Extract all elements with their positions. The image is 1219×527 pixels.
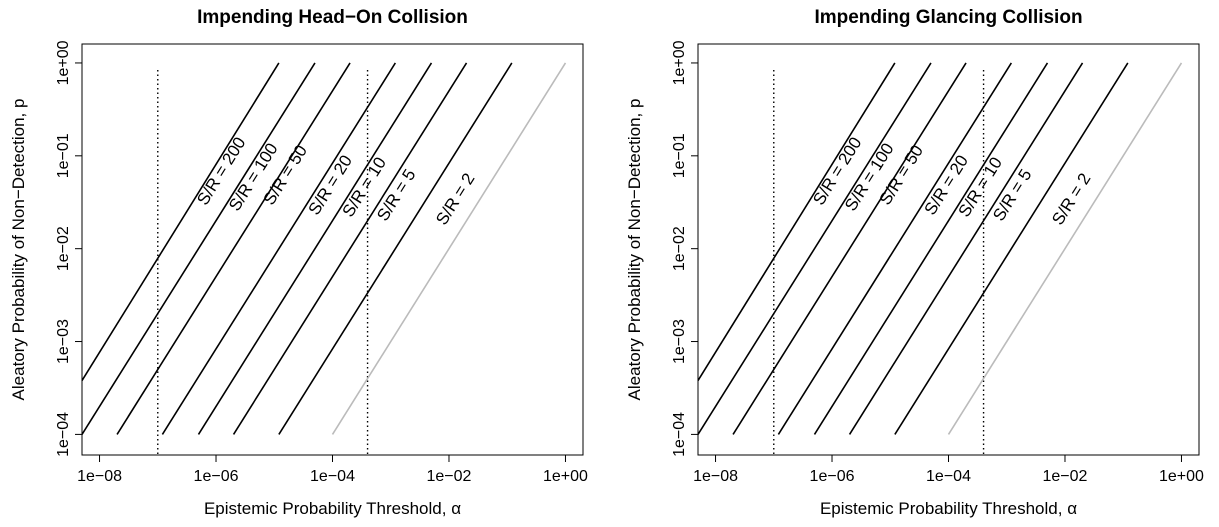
x-tick-label: 1e−06	[810, 468, 855, 485]
x-tick-label: 1e−02	[427, 468, 472, 485]
x-tick-label: 1e−04	[310, 468, 355, 485]
x-tick-label: 1e−06	[194, 468, 239, 485]
series-line	[331, 62, 567, 435]
series-line	[813, 62, 1049, 435]
x-axis-label: Epistemic Probability Threshold, α	[820, 499, 1077, 518]
panel-head-on: Impending Head−On Collision Epistemic Pr…	[9, 7, 588, 518]
x-tick-label: 1e+00	[1159, 468, 1204, 485]
y-tick-label: 1e−03	[55, 319, 72, 364]
series-line	[232, 62, 468, 435]
y-tick-label: 1e−02	[55, 226, 72, 271]
series-line	[894, 62, 1129, 435]
series-line	[848, 62, 1084, 435]
x-tick-label: 1e−08	[693, 468, 738, 485]
plot-frame	[81, 43, 584, 456]
y-tick-label: 1e−01	[671, 133, 688, 178]
x-axis-label: Epistemic Probability Threshold, α	[204, 499, 461, 518]
x-tick-label: 1e−02	[1043, 468, 1088, 485]
series-line	[732, 62, 967, 435]
y-tick-label: 1e+00	[671, 40, 688, 85]
y-axis-label: Aleatory Probability of Non−Detection, p	[625, 99, 644, 401]
series-line	[81, 62, 280, 381]
series-line	[697, 62, 896, 381]
series-line	[697, 62, 932, 435]
series-line	[947, 62, 1183, 435]
panel-glancing: Impending Glancing Collision Epistemic P…	[625, 7, 1204, 518]
chart-title: Impending Glancing Collision	[814, 7, 1082, 28]
series-line	[777, 62, 1013, 435]
x-tick-label: 1e−08	[77, 468, 122, 485]
x-tick-label: 1e+00	[543, 468, 588, 485]
chart-title: Impending Head−On Collision	[197, 7, 468, 28]
y-tick-label: 1e−01	[55, 133, 72, 178]
x-tick-label: 1e−04	[926, 468, 971, 485]
series-line	[197, 62, 433, 435]
y-axis-label: Aleatory Probability of Non−Detection, p	[9, 99, 28, 401]
plot-frame	[697, 43, 1200, 456]
series-line	[81, 62, 316, 435]
series-line	[116, 62, 351, 435]
series-line	[161, 62, 397, 435]
y-tick-label: 1e+00	[55, 40, 72, 85]
y-tick-label: 1e−04	[55, 412, 72, 457]
y-tick-label: 1e−04	[671, 412, 688, 457]
series-line	[278, 62, 513, 435]
y-tick-label: 1e−02	[671, 226, 688, 271]
y-tick-label: 1e−03	[671, 319, 688, 364]
